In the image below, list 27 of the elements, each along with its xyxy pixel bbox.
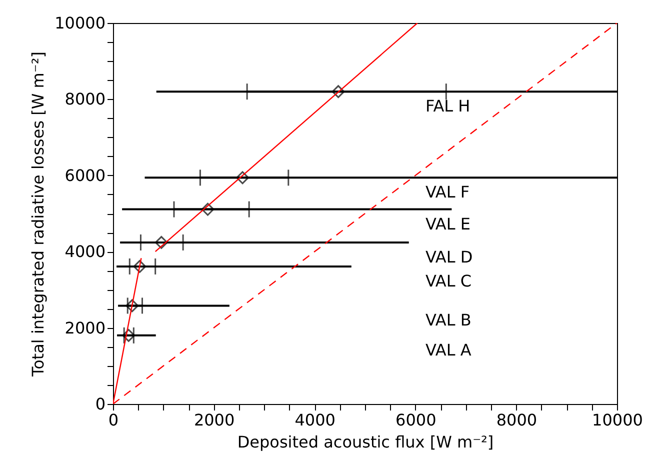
y-tick-label: 8000 — [64, 90, 106, 109]
annotation: VAL C — [425, 271, 472, 290]
y-tick-label: 0 — [95, 394, 106, 414]
y-tick-label: 4000 — [64, 242, 106, 262]
point — [201, 202, 214, 216]
point — [154, 236, 168, 249]
point — [236, 171, 250, 184]
point — [133, 260, 146, 273]
y-tick-label: 6000 — [64, 166, 106, 185]
point — [126, 299, 139, 312]
y-tick-label: 2000 — [64, 318, 106, 338]
x-tick-label: 6000 — [396, 410, 436, 430]
annotation: VAL B — [425, 310, 472, 330]
x-tick-label: 0 — [108, 410, 119, 430]
y-tick-label: 10000 — [54, 14, 106, 32]
x-tick-label: 4000 — [294, 410, 336, 430]
x-tick-label: 8000 — [496, 410, 538, 430]
annotation: VAL D — [425, 247, 473, 266]
annotation: VAL A — [425, 340, 472, 360]
annotation: VAL E — [425, 214, 470, 234]
x-axis-title: Deposited acoustic flux [W m⁻²] — [237, 432, 494, 452]
point — [332, 85, 345, 98]
annotation: FAL H — [425, 96, 470, 116]
annotation: VAL F — [425, 182, 470, 202]
x-tick-label: 10000 — [592, 410, 643, 430]
x-tick-label: 2000 — [194, 410, 235, 430]
y-axis-title: Total integrated radiative losses [W m⁻²] — [28, 52, 48, 378]
